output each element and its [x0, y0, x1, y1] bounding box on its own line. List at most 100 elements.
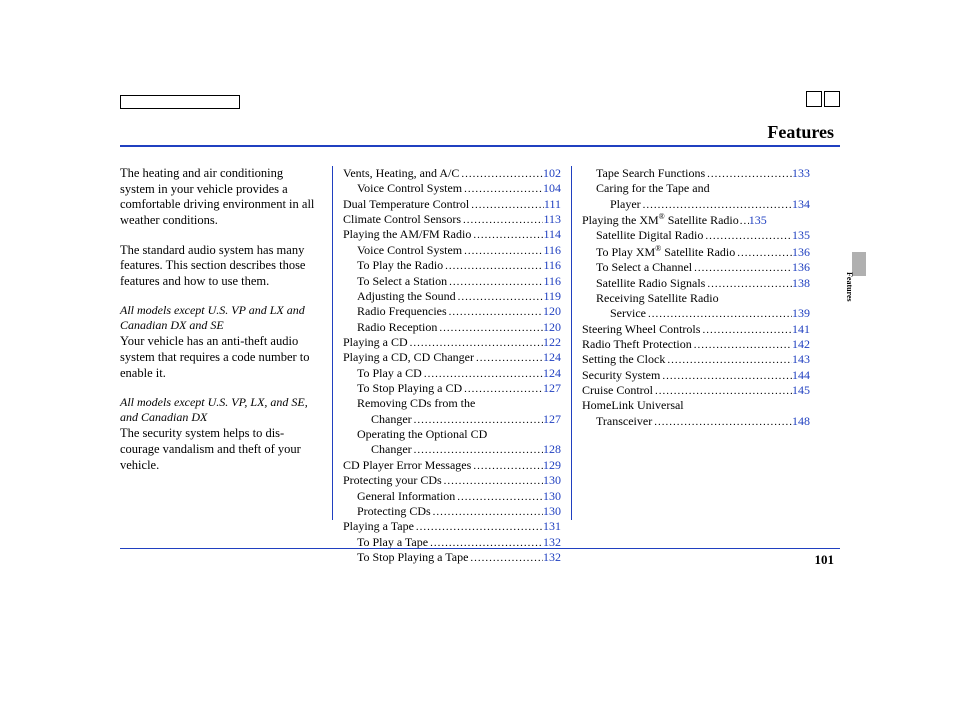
toc-page-link[interactable]: 129 — [543, 458, 561, 473]
model-note: All models except U.S. VP, LX, and SE, a… — [120, 395, 320, 425]
toc-label: Vents, Heating, and A/C — [343, 166, 459, 181]
toc-page-link[interactable]: 116 — [543, 243, 561, 258]
toc-leader-dots — [422, 366, 543, 381]
toc-page-link[interactable]: 114 — [543, 227, 561, 242]
toc-page-link[interactable]: 144 — [792, 368, 810, 383]
toc-leader-dots — [431, 504, 543, 519]
toc-entry: Radio Reception 120 — [343, 320, 561, 335]
toc-entry: To Stop Playing a Tape132 — [343, 550, 561, 565]
toc-leader-dots — [462, 381, 543, 396]
toc-page-link[interactable]: 138 — [792, 276, 810, 291]
toc-label: Playing a Tape — [343, 519, 414, 534]
toc-label: Voice Control System — [357, 243, 462, 258]
intro-paragraph: Your vehicle has an anti-theft audio sys… — [120, 334, 320, 381]
toc-page-link[interactable]: 130 — [543, 489, 561, 504]
toc-page-link[interactable]: 136 — [792, 245, 810, 260]
toc-page-link[interactable]: 120 — [543, 304, 561, 319]
toc-page-link[interactable]: 141 — [792, 322, 810, 337]
toc-page-link[interactable]: 122 — [543, 335, 561, 350]
toc-entry: Dual Temperature Control111 — [343, 197, 561, 212]
toc-leader-dots — [665, 352, 792, 367]
toc-label: Security System — [582, 368, 660, 383]
toc-page-link[interactable]: 124 — [543, 350, 561, 365]
toc-label: Protecting CDs — [357, 504, 431, 519]
toc-leader-dots — [468, 550, 543, 565]
toc-entry: Voice Control System104 — [343, 181, 561, 196]
toc-label: To Play XM® Satellite Radio — [596, 244, 735, 260]
toc-label: Player — [610, 197, 641, 212]
toc-label: Satellite Radio Signals — [596, 276, 705, 291]
toc-entry: Changer127 — [343, 412, 561, 427]
toc-leader-dots — [447, 304, 543, 319]
toc-entry: Protecting your CDs 130 — [343, 473, 561, 488]
toc-leader-dots — [705, 276, 792, 291]
footer-rule — [120, 548, 840, 549]
toc-leader-dots — [442, 473, 543, 488]
toc-page-link[interactable]: 120 — [543, 320, 561, 335]
toc-label: Changer — [371, 442, 412, 457]
toc-leader-dots — [455, 489, 543, 504]
toc-page-link[interactable]: 148 — [792, 414, 810, 429]
toc-page-link[interactable]: 127 — [543, 381, 561, 396]
toc-label: To Stop Playing a CD — [357, 381, 462, 396]
toc-page-link[interactable]: 132 — [543, 550, 561, 565]
toc-label: Radio Reception — [357, 320, 437, 335]
toc-leader-dots — [447, 274, 543, 289]
toc-entry: Vents, Heating, and A/C 102 — [343, 166, 561, 181]
toc-page-link[interactable]: 104 — [543, 181, 561, 196]
toc-page-link[interactable]: 135 — [749, 213, 767, 228]
toc-page-link[interactable]: 124 — [543, 366, 561, 381]
toc-label: Radio Theft Protection — [582, 337, 692, 352]
toc-page-link[interactable]: 143 — [792, 352, 810, 367]
toc-page-link[interactable]: 127 — [543, 412, 561, 427]
intro-column: The heating and air conditioning system … — [120, 166, 332, 565]
toc-page-link[interactable]: 113 — [543, 212, 561, 227]
toc-page-link[interactable]: 134 — [792, 197, 810, 212]
toc-page-link[interactable]: 130 — [543, 473, 561, 488]
toc-leader-dots — [462, 243, 543, 258]
toc-entry: To Play XM® Satellite Radio 136 — [582, 244, 810, 260]
toc-leader-dots — [703, 228, 792, 243]
toc-label: Operating the Optional CD — [357, 427, 487, 441]
toc-leader-dots — [692, 260, 792, 275]
toc-entry: To Play a CD 124 — [343, 366, 561, 381]
toc-page-link[interactable]: 136 — [792, 260, 810, 275]
toc-label: To Play a CD — [357, 366, 422, 381]
toc-leader-dots — [652, 414, 792, 429]
page-number: 101 — [815, 552, 835, 568]
toc-leader-dots — [456, 289, 544, 304]
toc-label: Radio Frequencies — [357, 304, 447, 319]
toc-entry-continuation: Removing CDs from the — [343, 396, 561, 411]
toc-entry: Changer 128 — [343, 442, 561, 457]
toc-page-link[interactable]: 111 — [544, 197, 561, 212]
toc-label: To Play the Radio — [357, 258, 443, 273]
toc-page-link[interactable]: 130 — [543, 504, 561, 519]
toc-label: Service — [610, 306, 646, 321]
toc-label: Removing CDs from the — [357, 396, 475, 410]
toc-leader-dots — [412, 442, 543, 457]
toc-entry: Voice Control System 116 — [343, 243, 561, 258]
toc-page-link[interactable]: 116 — [543, 274, 561, 289]
toc-page-link[interactable]: 119 — [543, 289, 561, 304]
toc-page-link[interactable]: 142 — [792, 337, 810, 352]
toc-page-link[interactable]: 145 — [792, 383, 810, 398]
toc-leader-dots — [459, 166, 543, 181]
toc-label: HomeLink Universal — [582, 398, 684, 412]
toc-label: Protecting your CDs — [343, 473, 442, 488]
toc-entry: Setting the Clock143 — [582, 352, 810, 367]
thumb-tab-label: Features — [845, 272, 854, 302]
intro-paragraph: The security system helps to dis- courag… — [120, 426, 320, 473]
toc-entry-continuation: HomeLink Universal — [582, 398, 810, 413]
toc-page-link[interactable]: 135 — [792, 228, 810, 243]
toc-entry: To Play the Radio 116 — [343, 258, 561, 273]
toc-page-link[interactable]: 102 — [543, 166, 561, 181]
square-markers — [806, 91, 840, 107]
toc-page-link[interactable]: 133 — [792, 166, 810, 181]
toc-page-link[interactable]: 128 — [543, 442, 561, 457]
toc-page-link[interactable]: 139 — [792, 306, 810, 321]
page-title: Features — [767, 122, 834, 143]
toc-leader-dots — [443, 258, 543, 273]
toc-page-link[interactable]: 131 — [543, 519, 561, 534]
toc-page-link[interactable]: 116 — [543, 258, 561, 273]
toc-leader-dots — [414, 519, 543, 534]
